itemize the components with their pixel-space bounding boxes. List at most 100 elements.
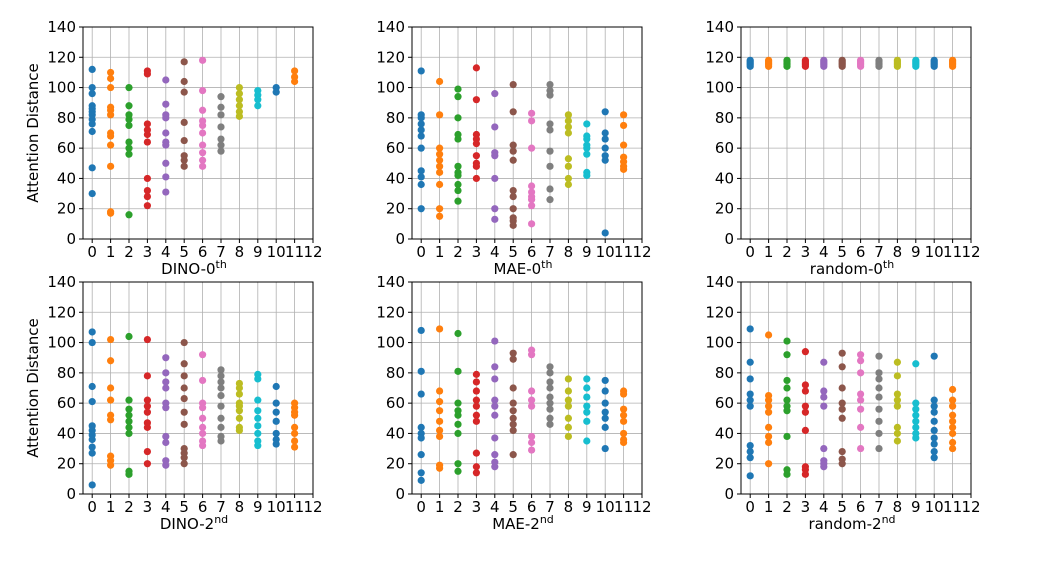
data-point [528,144,536,152]
x-tick-label: 6 [198,498,208,516]
x-tick-label: 8 [235,243,245,261]
data-point [417,476,425,484]
data-point [838,349,846,357]
data-point [528,196,536,204]
y-tick-label: 20 [715,200,734,218]
data-point [912,399,920,407]
data-point [564,180,573,189]
data-point [893,62,902,70]
data-point [254,429,262,438]
data-point [454,186,462,195]
x-tick-label: 5 [837,243,847,261]
data-point [88,481,96,489]
x-tick-label: 1 [764,243,774,261]
x-tick-label: 1 [106,498,116,516]
y-tick-label: 20 [386,455,405,473]
data-point [472,174,480,183]
data-point [436,325,444,333]
x-tick-label: 1 [764,498,774,516]
y-tick-label: 40 [386,424,405,442]
x-tick-label: 12 [303,243,322,261]
x-tick-label: 2 [782,243,792,261]
data-point [491,396,499,404]
data-point [217,414,225,422]
data-point [601,408,609,416]
data-point [180,77,188,86]
data-point [893,423,902,431]
data-point [436,464,444,472]
data-point [143,202,151,210]
data-point [472,469,480,477]
data-point [162,173,170,181]
data-point [436,432,444,441]
data-point [272,417,280,425]
data-point [564,111,573,119]
data-point [509,407,517,415]
data-point [875,393,883,401]
data-point [583,437,591,445]
x-tick-label: 4 [819,498,829,516]
data-point [912,405,920,413]
y-tick-label: 20 [715,455,734,473]
data-point [746,390,754,398]
x-tick-label: 5 [837,498,847,516]
data-point [88,382,96,391]
data-point [746,396,754,404]
data-point [838,62,846,70]
data-point [491,463,499,471]
data-point [107,396,115,404]
data-point [930,352,938,360]
data-point [162,378,170,386]
plot-frame [740,26,972,240]
data-point [254,414,262,422]
y-tick-label: 40 [386,169,405,187]
data-point [125,83,133,92]
data-point [546,185,554,193]
y-tick-label: 0 [724,230,734,248]
data-point [801,402,810,410]
data-point [857,396,865,404]
data-point [746,62,754,70]
x-tick-label: 11 [285,243,304,261]
data-point [801,470,810,478]
data-point [180,384,188,392]
x-tick-label: 8 [564,243,574,261]
data-point [235,407,243,415]
data-point [88,449,96,457]
data-point [436,111,444,119]
x-tick-label: 2 [453,243,463,261]
data-point [272,399,280,407]
data-point [180,395,188,403]
data-point [491,215,499,223]
data-point [949,385,957,394]
data-point [838,460,846,468]
data-point [125,211,133,219]
data-point [783,337,791,345]
x-tick-label: 12 [632,243,651,261]
x-tick-label: 6 [856,243,866,261]
data-point [528,402,536,410]
data-point [583,417,591,425]
data-point [235,390,243,398]
data-point [601,156,609,164]
data-point [107,461,115,469]
y-tick-label: 100 [47,334,76,352]
data-point [180,454,188,462]
data-point [272,429,280,438]
data-point [620,111,628,119]
data-point [783,407,791,415]
data-point [472,387,480,395]
data-point [454,460,462,468]
data-point [199,106,207,114]
data-point [472,370,480,378]
data-point [162,432,170,441]
data-point [893,437,902,445]
x-tick-label: 11 [614,498,633,516]
data-point [893,390,902,398]
x-tick-label: 0 [87,243,97,261]
data-point [199,376,207,385]
data-point [107,68,115,77]
data-point [838,384,846,392]
data-point [930,408,938,416]
data-point [254,407,262,415]
